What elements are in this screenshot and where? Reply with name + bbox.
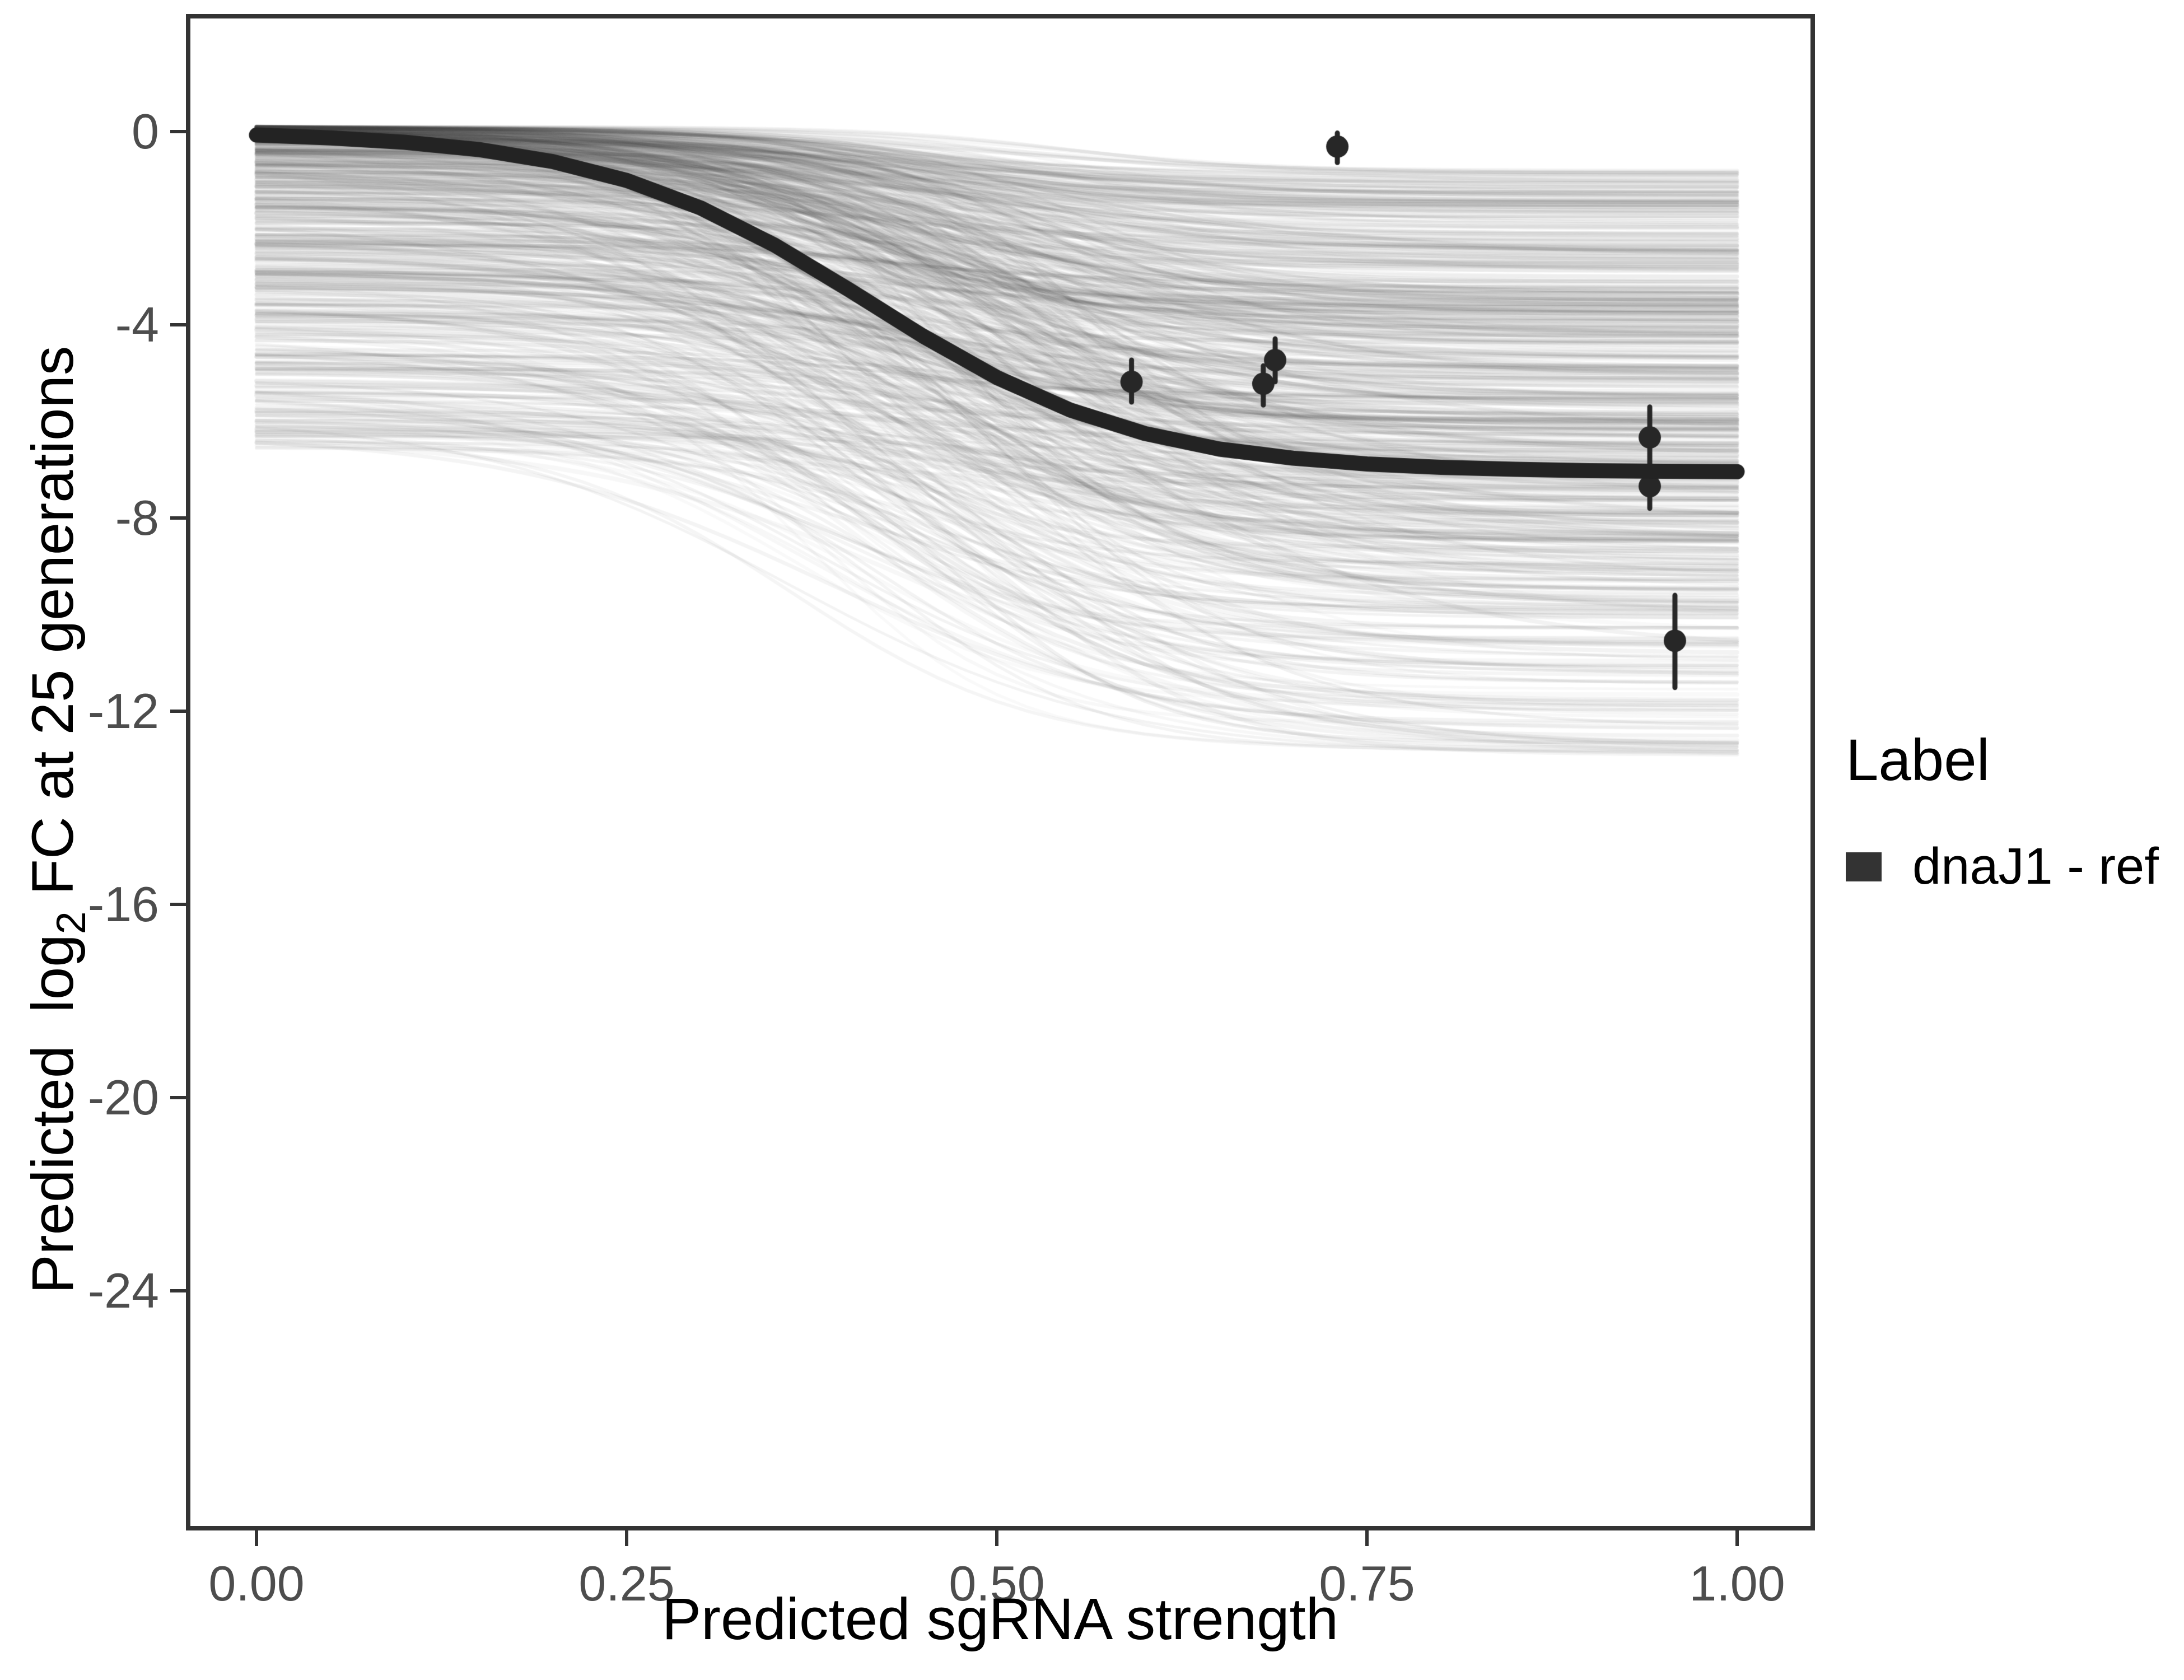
x-tick-mark [1735, 1530, 1739, 1546]
y-tick-mark [170, 1096, 186, 1100]
y-axis-title: Predicted log2 FC at 25 generations [16, 92, 94, 1548]
y-tick-label: -8 [115, 490, 159, 546]
y-tick-label: -16 [87, 876, 159, 932]
legend-key-swatch [1846, 852, 1882, 881]
y-tick-mark [170, 130, 186, 134]
y-tick-label: -24 [87, 1263, 159, 1319]
plot-canvas [186, 14, 1815, 1530]
y-tick-mark [170, 903, 186, 907]
y-tick-label: 0 [132, 104, 159, 160]
x-tick-label: 0.50 [949, 1556, 1045, 1611]
y-tick-mark [170, 516, 186, 520]
legend-item: dnaJ1 - ref [1846, 837, 2182, 896]
x-tick-label: 0.25 [578, 1556, 675, 1611]
x-tick-mark [995, 1530, 998, 1546]
y-tick-label: -20 [87, 1070, 159, 1126]
x-tick-label: 0.00 [208, 1556, 305, 1611]
y-axis-title-suffix: FC at 25 generations [20, 346, 86, 912]
legend-title: Label [1846, 727, 1990, 793]
x-tick-mark [255, 1530, 258, 1546]
y-tick-mark [170, 323, 186, 327]
x-tick-mark [1365, 1530, 1369, 1546]
y-tick-mark [170, 1289, 186, 1293]
legend: Label dnaJ1 - ref [1846, 724, 2182, 896]
x-tick-mark [625, 1530, 628, 1546]
x-axis-title: Predicted sgRNA strength [661, 1586, 1339, 1652]
y-axis-title-subscript: 2 [48, 911, 94, 935]
legend-item-label: dnaJ1 - ref [1912, 838, 2159, 895]
y-tick-label: -12 [87, 683, 159, 739]
x-tick-label: 0.75 [1319, 1556, 1415, 1611]
y-tick-mark [170, 710, 186, 713]
y-tick-label: -4 [115, 297, 159, 353]
x-tick-label: 1.00 [1689, 1556, 1785, 1611]
y-axis-title-prefix: Predicted log [20, 934, 86, 1294]
